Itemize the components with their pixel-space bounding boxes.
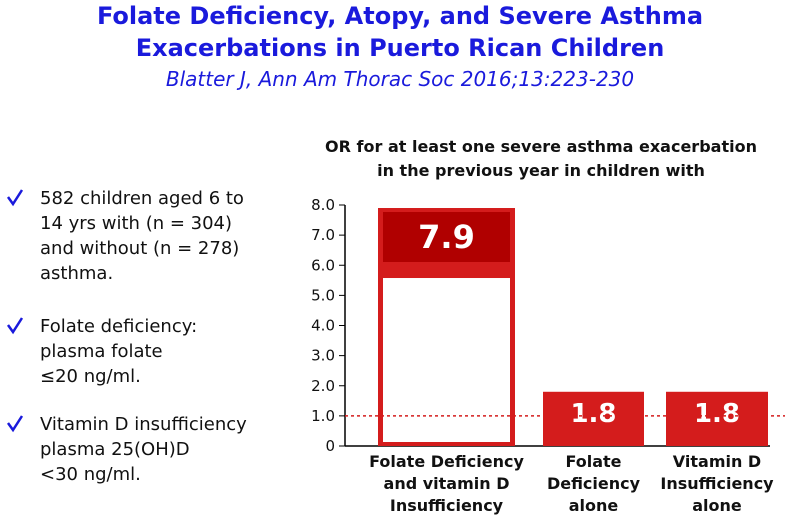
chart-title: OR for at least one severe asthma exacer… — [325, 137, 757, 156]
y-tick-label: 6.0 — [311, 256, 335, 274]
bullet: Vitamin D insufficiency plasma 25(OH)D <… — [40, 414, 247, 485]
bullet: 582 children aged 6 to 14 yrs with (n = … — [40, 188, 244, 284]
y-tick-label: 5.0 — [311, 286, 335, 304]
title-line: Exacerbations in Puerto Rican Children — [136, 34, 665, 62]
chart-title: in the previous year in children with — [377, 161, 705, 180]
bar-image — [383, 278, 510, 442]
y-tick-label: 2.0 — [311, 377, 335, 395]
value-label: 1.8 — [570, 399, 616, 429]
x-tick-label: Folate Deficiency alone — [546, 452, 641, 515]
checkmark — [6, 189, 24, 207]
y-tick-label: 0 — [325, 437, 335, 455]
value-box — [383, 212, 510, 263]
checkmark — [6, 415, 24, 433]
x-tick-label: Folate Deficiency and vitamin D Insuffic… — [369, 452, 524, 515]
checkmark — [6, 317, 24, 335]
y-tick-label: 7.0 — [311, 226, 335, 244]
y-tick-label: 4.0 — [311, 317, 335, 335]
value-label: 1.8 — [694, 399, 740, 429]
bullet: Folate deficiency: plasma folate ≤20 ng/… — [40, 316, 198, 387]
title-line: Folate Deficiency, Atopy, and Severe Ast… — [97, 2, 703, 30]
y-tick-label: 3.0 — [311, 347, 335, 365]
checkmarks — [6, 189, 24, 433]
value-label: 7.9 — [418, 218, 475, 256]
bar — [666, 391, 768, 446]
citation: Blatter J, Ann Am Thorac Soc 2016;13:223… — [166, 67, 634, 91]
y-tick-label: 1.0 — [311, 407, 335, 425]
y-tick-label: 8.0 — [311, 196, 335, 214]
x-tick-label: Vitamin D Insufficiency alone — [660, 452, 774, 515]
bar — [543, 391, 644, 446]
